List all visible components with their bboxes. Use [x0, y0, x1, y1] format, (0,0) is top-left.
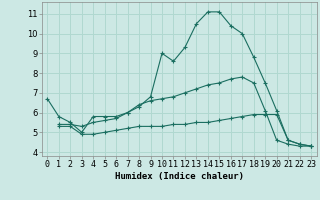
- X-axis label: Humidex (Indice chaleur): Humidex (Indice chaleur): [115, 172, 244, 181]
